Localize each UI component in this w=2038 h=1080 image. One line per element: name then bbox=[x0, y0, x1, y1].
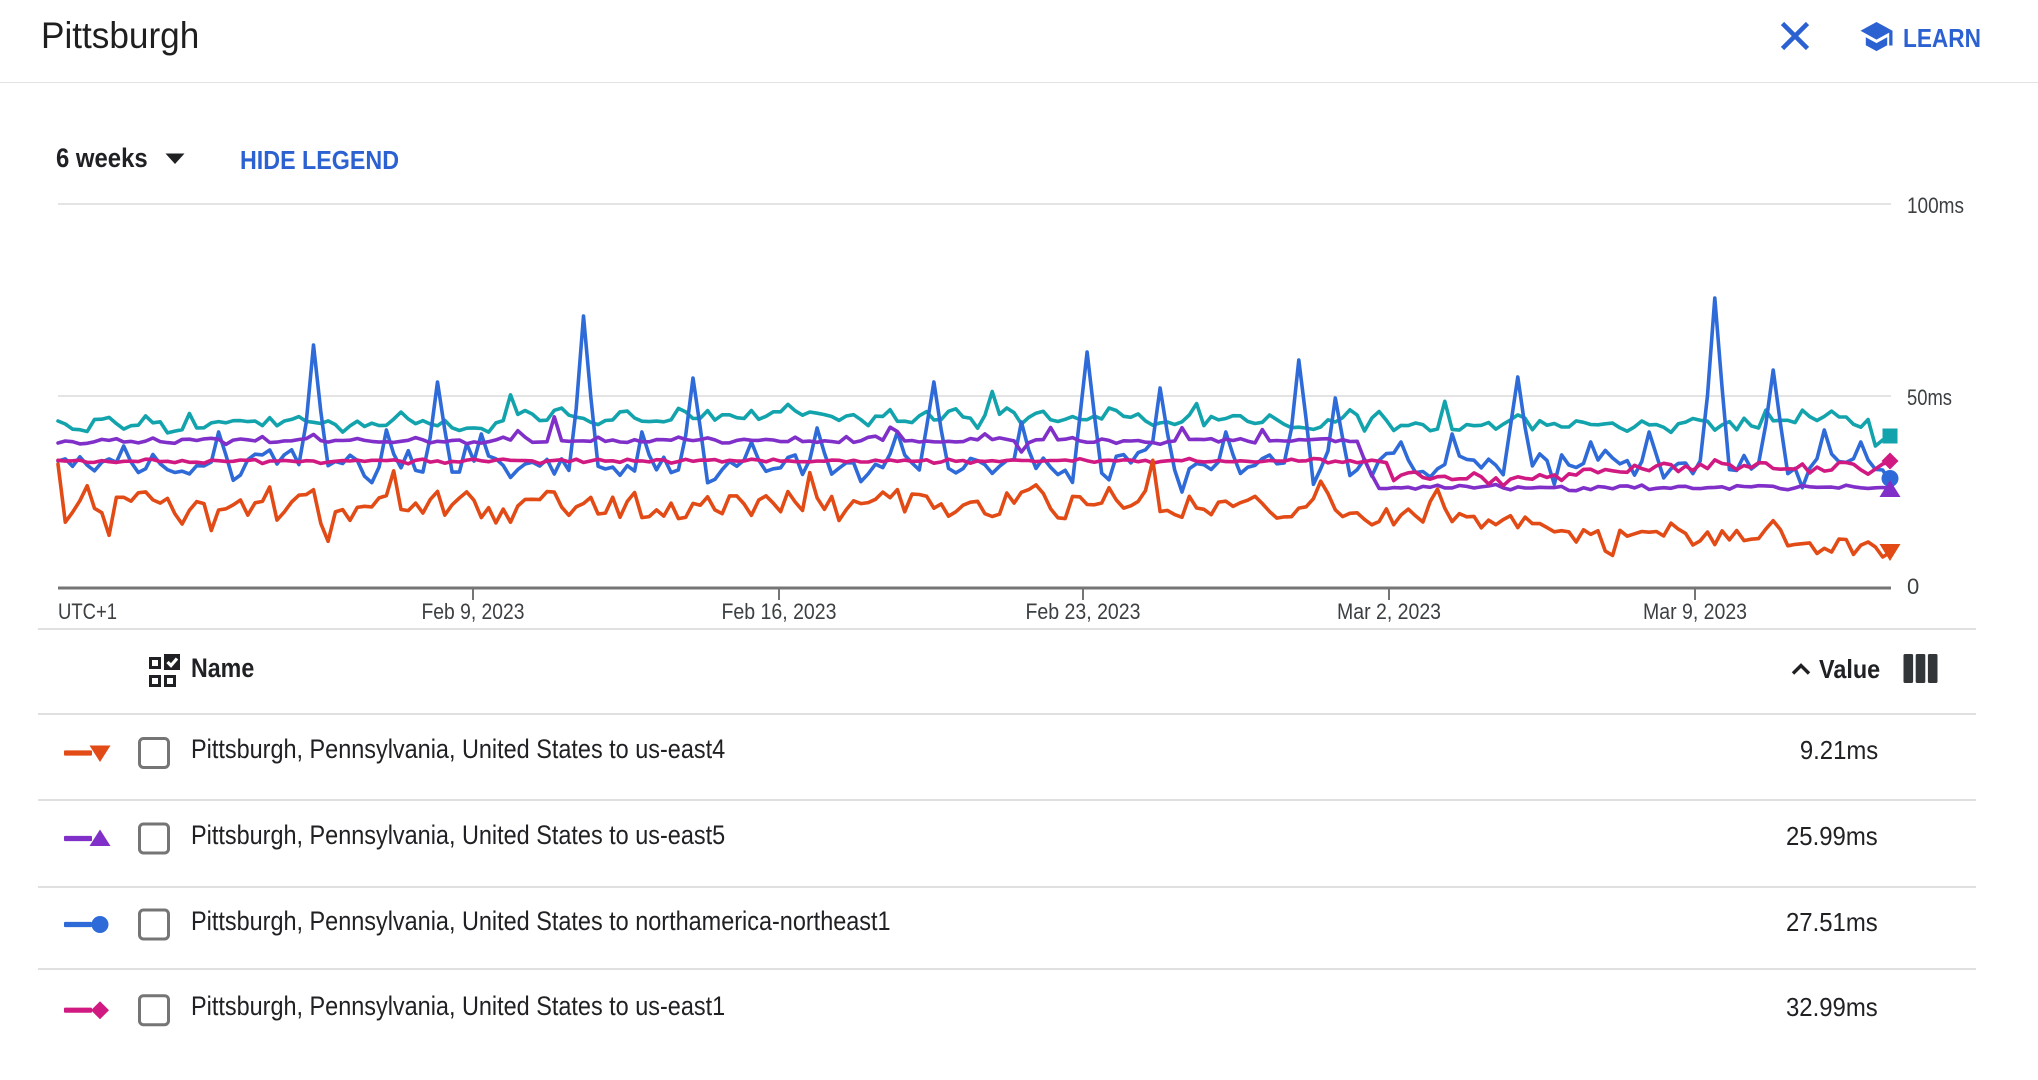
svg-text:Mar 9, 2023: Mar 9, 2023 bbox=[1643, 599, 1747, 624]
svg-text:Feb 9, 2023: Feb 9, 2023 bbox=[422, 599, 525, 624]
svg-text:0: 0 bbox=[1907, 574, 1919, 599]
svg-text:Mar 2, 2023: Mar 2, 2023 bbox=[1337, 599, 1441, 624]
svg-text:Feb 23, 2023: Feb 23, 2023 bbox=[1026, 599, 1141, 624]
svg-text:50ms: 50ms bbox=[1907, 385, 1952, 410]
svg-text:100ms: 100ms bbox=[1907, 193, 1964, 218]
svg-text:Feb 16, 2023: Feb 16, 2023 bbox=[722, 599, 837, 624]
svg-text:UTC+1: UTC+1 bbox=[58, 599, 117, 624]
